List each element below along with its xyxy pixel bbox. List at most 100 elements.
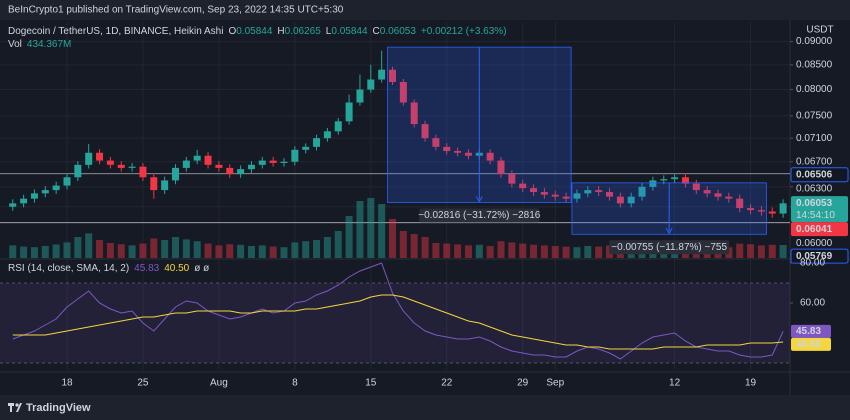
volume-bar	[74, 237, 82, 258]
volume-bar	[139, 243, 147, 258]
candle-body	[161, 180, 169, 191]
candle-body	[725, 196, 733, 199]
y-tick-label: 60.00	[800, 298, 825, 309]
candle-body	[150, 177, 158, 191]
candle-body	[193, 155, 201, 161]
ohlc-value: 0.06265	[285, 26, 322, 37]
candle-body	[714, 193, 722, 197]
candle-body	[519, 183, 527, 189]
candle-body	[649, 180, 657, 187]
candle-body	[660, 179, 668, 181]
volume-bar	[519, 243, 527, 258]
candle-body	[606, 192, 613, 197]
volume-bar	[52, 244, 60, 258]
candle-body	[356, 89, 364, 103]
candle-body	[692, 183, 700, 191]
volume-bar	[356, 201, 364, 258]
candle-body	[117, 164, 125, 168]
rsi-badge-label: 40.50	[796, 339, 821, 350]
volume-bar	[117, 244, 125, 258]
volume-bar	[736, 243, 744, 258]
volume-bar	[269, 246, 277, 258]
candle-body	[204, 155, 212, 165]
candle-body	[345, 102, 353, 122]
candle-body	[378, 69, 386, 80]
candle-body	[681, 177, 689, 184]
candle-body	[9, 203, 17, 207]
candle-body	[768, 211, 776, 214]
volume-bar	[215, 245, 223, 258]
rsi-badge	[791, 324, 831, 338]
candle-body	[389, 69, 396, 82]
volume-bar	[85, 233, 93, 258]
volume-bar	[508, 242, 516, 258]
x-tick-label: 15	[365, 378, 377, 389]
y-tick-label: 0.09000	[796, 36, 833, 47]
candle-body	[627, 196, 635, 204]
volume-bar	[378, 204, 386, 258]
y-tick-label: 0.08500	[796, 60, 833, 71]
price-badge-label: 0.06053	[796, 198, 833, 209]
candle-body	[269, 160, 277, 163]
volume-bar	[540, 245, 548, 258]
y-tick-label: 0.06300	[796, 183, 833, 194]
volume-bar	[399, 231, 407, 258]
candle-body	[703, 190, 711, 194]
candle-body	[464, 152, 472, 156]
volume-bar	[584, 246, 592, 258]
candle-body	[432, 138, 440, 147]
ohlc-key: H	[277, 26, 284, 37]
volume-bar	[150, 238, 158, 258]
volume-value: 434.367M	[27, 39, 71, 50]
volume-bar	[497, 241, 505, 258]
volume-bar	[182, 239, 190, 258]
candle-body	[551, 194, 559, 197]
candle-body	[52, 185, 60, 191]
x-tick-label: Sep	[546, 378, 564, 389]
volume-bar	[9, 245, 17, 258]
volume-bar	[464, 245, 472, 258]
price-badge-label: 0.05769	[796, 251, 833, 262]
measure-arrow-head	[665, 228, 673, 235]
footer-brand: TradingView	[26, 402, 91, 414]
unit-label: USDT	[806, 25, 833, 36]
volume-bar	[291, 242, 299, 258]
volume-bar	[595, 246, 603, 258]
volume-bar	[30, 247, 38, 258]
candle-body	[226, 167, 234, 175]
candle-body	[443, 146, 451, 151]
volume-bar	[63, 242, 71, 258]
volume-bar	[128, 245, 136, 258]
volume-title: Vol	[8, 39, 22, 50]
x-tick-label: Aug	[210, 378, 228, 389]
volume-bar	[247, 246, 255, 258]
candle-body	[30, 193, 38, 199]
ohlc-key: C	[373, 26, 380, 37]
x-tick-label: 19	[745, 378, 757, 389]
candle-body	[172, 167, 179, 181]
volume-bar	[334, 231, 342, 258]
candle-body	[747, 208, 755, 211]
volume-bar	[443, 243, 451, 258]
volume-bar	[551, 246, 559, 258]
change: +0.00212 (+3.63%)	[421, 26, 507, 37]
candle-body	[454, 150, 462, 153]
x-tick-label: 8	[292, 378, 298, 389]
publisher: BeInCrypto1 published on TradingView.com…	[8, 5, 344, 16]
candle-body	[63, 177, 71, 186]
volume-bar	[161, 240, 169, 258]
candle-body	[410, 102, 418, 125]
volume-bar	[313, 240, 321, 258]
volume-bar	[562, 246, 570, 258]
volume-bar	[421, 237, 429, 258]
volume-bar	[486, 246, 494, 258]
candle-body	[302, 146, 310, 150]
volume-bar	[779, 244, 787, 258]
volume-bar	[747, 244, 755, 258]
rsi-legend-value: 45.83	[134, 263, 159, 274]
candle-body	[215, 164, 223, 168]
volume-bar	[432, 243, 440, 258]
volume-bar	[41, 246, 49, 258]
candle-body	[562, 196, 570, 199]
